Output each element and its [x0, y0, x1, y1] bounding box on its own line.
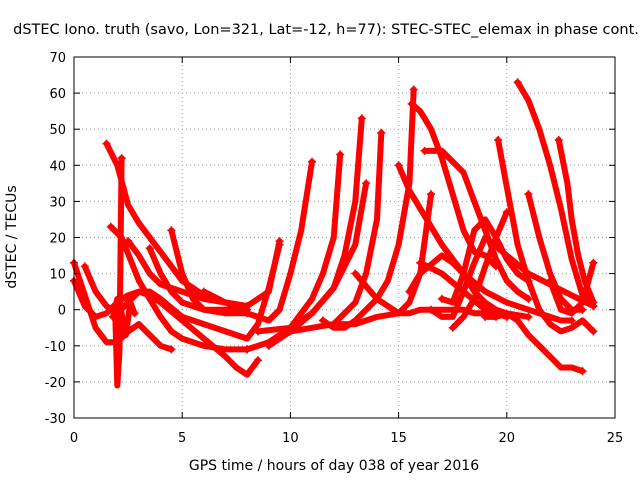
series-line — [495, 137, 597, 335]
series-marker — [275, 237, 284, 246]
series-line — [421, 147, 532, 302]
y-tick-label: -20 — [45, 376, 66, 391]
series-marker — [524, 294, 533, 303]
series-marker — [420, 146, 429, 155]
series-marker — [377, 128, 386, 137]
series-marker — [351, 269, 360, 278]
series-line — [525, 191, 586, 313]
series-marker — [554, 136, 563, 145]
series-line — [254, 180, 370, 335]
series-marker — [407, 99, 416, 108]
series-marker — [106, 222, 115, 231]
y-tick-label: -10 — [45, 340, 66, 355]
series-marker — [167, 345, 176, 354]
series-marker — [80, 262, 89, 271]
series-marker — [362, 179, 371, 188]
series-line — [287, 129, 385, 335]
series-marker — [336, 150, 345, 159]
series-line — [482, 310, 586, 375]
series-marker — [427, 190, 436, 199]
series-marker — [108, 312, 117, 321]
x-tick-label: 5 — [178, 431, 186, 446]
series-marker — [253, 327, 262, 336]
series-line — [555, 137, 597, 306]
y-tick-label: 0 — [58, 304, 66, 319]
y-tick-label: 40 — [49, 159, 66, 174]
y-tick-label: -30 — [45, 412, 66, 427]
series-marker — [102, 139, 111, 148]
series-line — [319, 86, 417, 331]
series-line — [200, 158, 315, 324]
series-marker — [405, 287, 414, 296]
series-marker — [494, 136, 503, 145]
series-marker — [589, 258, 598, 267]
series-marker — [117, 154, 126, 163]
series-marker — [253, 356, 262, 365]
series-line — [146, 245, 251, 317]
series-marker — [589, 327, 598, 336]
series-marker — [394, 161, 403, 170]
y-tick-label: 50 — [49, 123, 66, 138]
y-tick-label: 20 — [49, 232, 66, 247]
y-tick-label: 30 — [49, 195, 66, 210]
series-marker — [427, 305, 436, 314]
series-marker — [130, 309, 139, 318]
series-line — [103, 140, 283, 310]
y-axis-label: dSTEC / TECUs — [4, 185, 20, 288]
series-line — [112, 155, 125, 389]
series-marker — [578, 367, 587, 376]
series-marker — [308, 157, 317, 166]
series-marker — [329, 320, 338, 329]
axis-ticks: 0 5 10 15 20 25 -30 -20 -10 0 10 20 30 40 50 60 70 — [45, 51, 624, 446]
series-marker — [524, 312, 533, 321]
y-tick-label: 60 — [49, 87, 66, 102]
series-line — [110, 295, 138, 338]
y-tick-label: 10 — [49, 268, 66, 283]
series-line — [81, 241, 283, 342]
series-marker — [448, 323, 457, 332]
series-marker — [437, 294, 446, 303]
series-line — [107, 223, 251, 353]
x-tick-label: 15 — [390, 431, 407, 446]
series-marker — [145, 244, 154, 253]
series-marker — [481, 312, 490, 321]
series-marker — [167, 226, 176, 235]
series-marker — [589, 298, 598, 307]
series-group — [70, 78, 598, 389]
series-marker — [124, 237, 133, 246]
series-line — [408, 100, 499, 270]
y-tick-label: 70 — [49, 51, 66, 66]
series-marker — [513, 78, 522, 87]
series-marker — [199, 287, 208, 296]
series-line — [406, 252, 575, 324]
chart-title: dSTEC Iono. truth (savo, Lon=321, Lat=-1… — [13, 22, 639, 38]
series-line — [438, 216, 532, 306]
series-marker — [286, 327, 295, 336]
x-tick-label: 25 — [607, 431, 624, 446]
series-marker — [264, 341, 273, 350]
series-marker — [318, 316, 327, 325]
series-marker — [409, 85, 418, 94]
x-tick-label: 20 — [499, 431, 516, 446]
x-tick-label: 0 — [70, 431, 78, 446]
x-tick-label: 10 — [282, 431, 299, 446]
series-line — [449, 209, 510, 331]
series-marker — [416, 258, 425, 267]
series-line — [514, 79, 597, 310]
series-marker — [357, 114, 366, 123]
series-marker — [578, 305, 587, 314]
series-line — [168, 227, 251, 313]
x-axis-label: GPS time / hours of day 038 of year 2016 — [189, 458, 479, 474]
series-marker — [243, 345, 252, 354]
series-marker — [524, 190, 533, 199]
series-marker — [567, 316, 576, 325]
